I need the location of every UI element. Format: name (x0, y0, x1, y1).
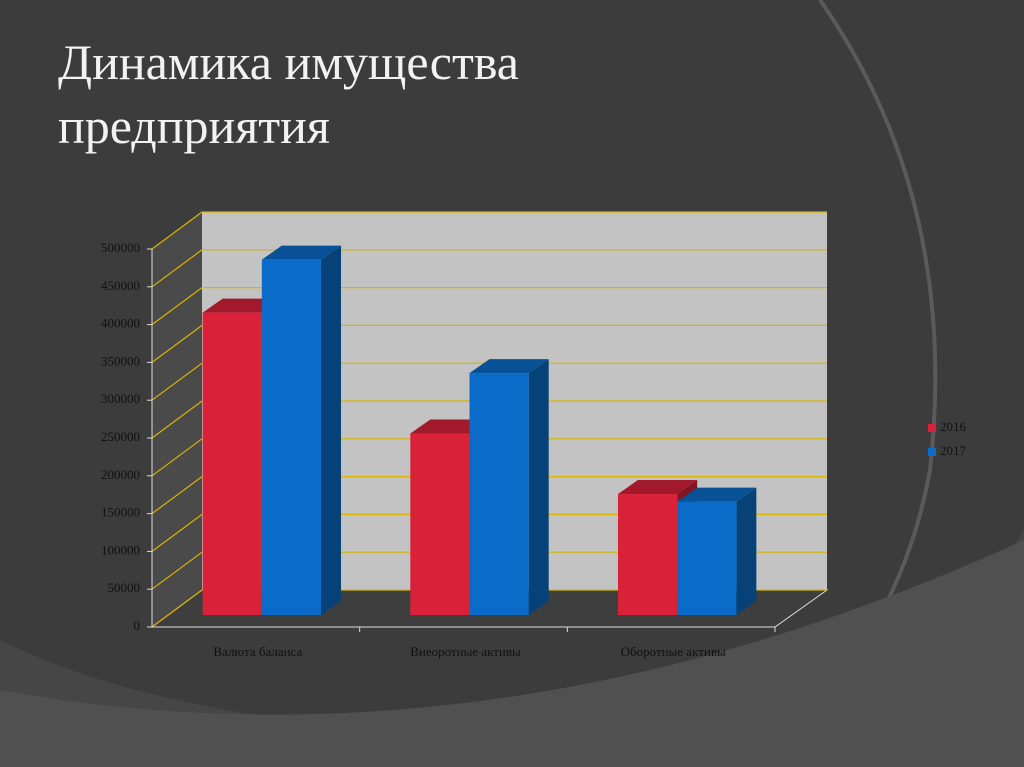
title: Динамика имущества предприятия (58, 34, 519, 154)
bar (617, 494, 678, 615)
bar (677, 501, 737, 615)
legend-label: 2016 (940, 419, 967, 434)
y-tick-label: 150000 (101, 505, 140, 520)
x-tick-label: Оборотные активы (621, 644, 726, 659)
grid-line (151, 249, 827, 288)
bar-side (736, 487, 757, 615)
bar-side (528, 359, 549, 615)
background-shape (0, 540, 1024, 767)
grid-line (151, 287, 827, 326)
x-tick-label: Внеоротные активы (410, 644, 521, 659)
y-tick-label: 400000 (101, 316, 140, 331)
legend-label: 2017 (940, 443, 967, 458)
y-tick-label: 0 (134, 618, 141, 633)
y-tick-label: 450000 (101, 278, 140, 293)
bar-top (469, 359, 549, 374)
bar (469, 373, 529, 615)
y-tick-label: 200000 (101, 467, 140, 482)
grid-line (151, 438, 827, 477)
y-tick-label: 250000 (101, 429, 140, 444)
bar-top (617, 480, 698, 495)
grid-line (151, 400, 827, 439)
y-tick-label: 500000 (101, 240, 140, 255)
bar-side (321, 245, 342, 615)
bar-top (261, 245, 342, 260)
legend-swatch (928, 424, 936, 432)
y-tick-label: 300000 (101, 391, 140, 406)
bar (410, 433, 470, 615)
bar-top (677, 487, 757, 502)
y-tick-label: 350000 (101, 353, 140, 368)
grid-line (151, 362, 827, 401)
bar (202, 312, 262, 615)
grid-line (151, 324, 827, 363)
x-tick-label: Валюта баланса (213, 644, 302, 659)
grid-line (151, 476, 827, 515)
bar (261, 259, 322, 615)
legend-swatch (928, 448, 936, 456)
y-tick-label: 100000 (101, 542, 140, 557)
y-tick-label: 50000 (108, 580, 141, 595)
grid-line (151, 211, 827, 250)
